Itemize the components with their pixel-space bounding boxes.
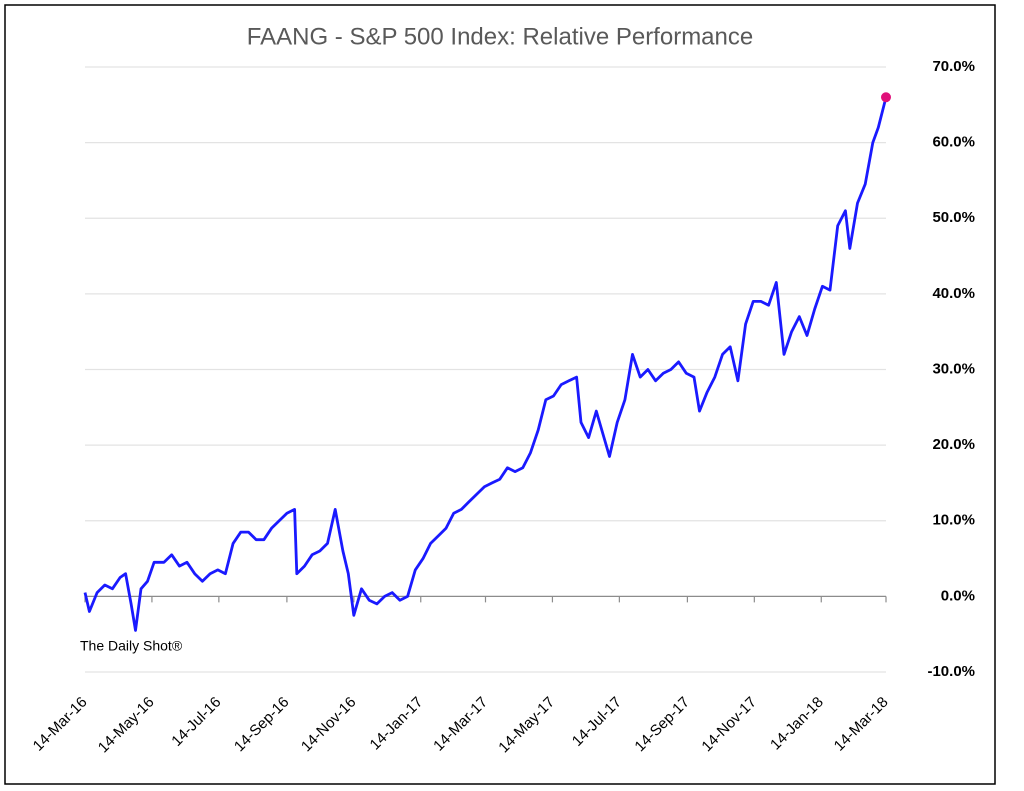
y-tick-label: 50.0%: [932, 209, 975, 226]
y-tick-label: 70.0%: [932, 58, 975, 75]
frame: [4, 4, 996, 785]
y-tick-label: 10.0%: [932, 512, 975, 529]
y-tick-label: -10.0%: [927, 663, 975, 680]
y-tick-label: 20.0%: [932, 436, 975, 453]
y-tick-label: 60.0%: [932, 134, 975, 151]
annotation: The Daily Shot®: [80, 638, 183, 654]
end-point: [881, 92, 891, 103]
y-tick-label: 40.0%: [932, 285, 975, 302]
line: [83, 96, 888, 632]
y-tick-label: 30.0%: [932, 360, 975, 377]
y-tick-label: 0.0%: [941, 587, 975, 604]
chart-title: FAANG - S&P 500 Index: Relative Performa…: [247, 23, 753, 50]
